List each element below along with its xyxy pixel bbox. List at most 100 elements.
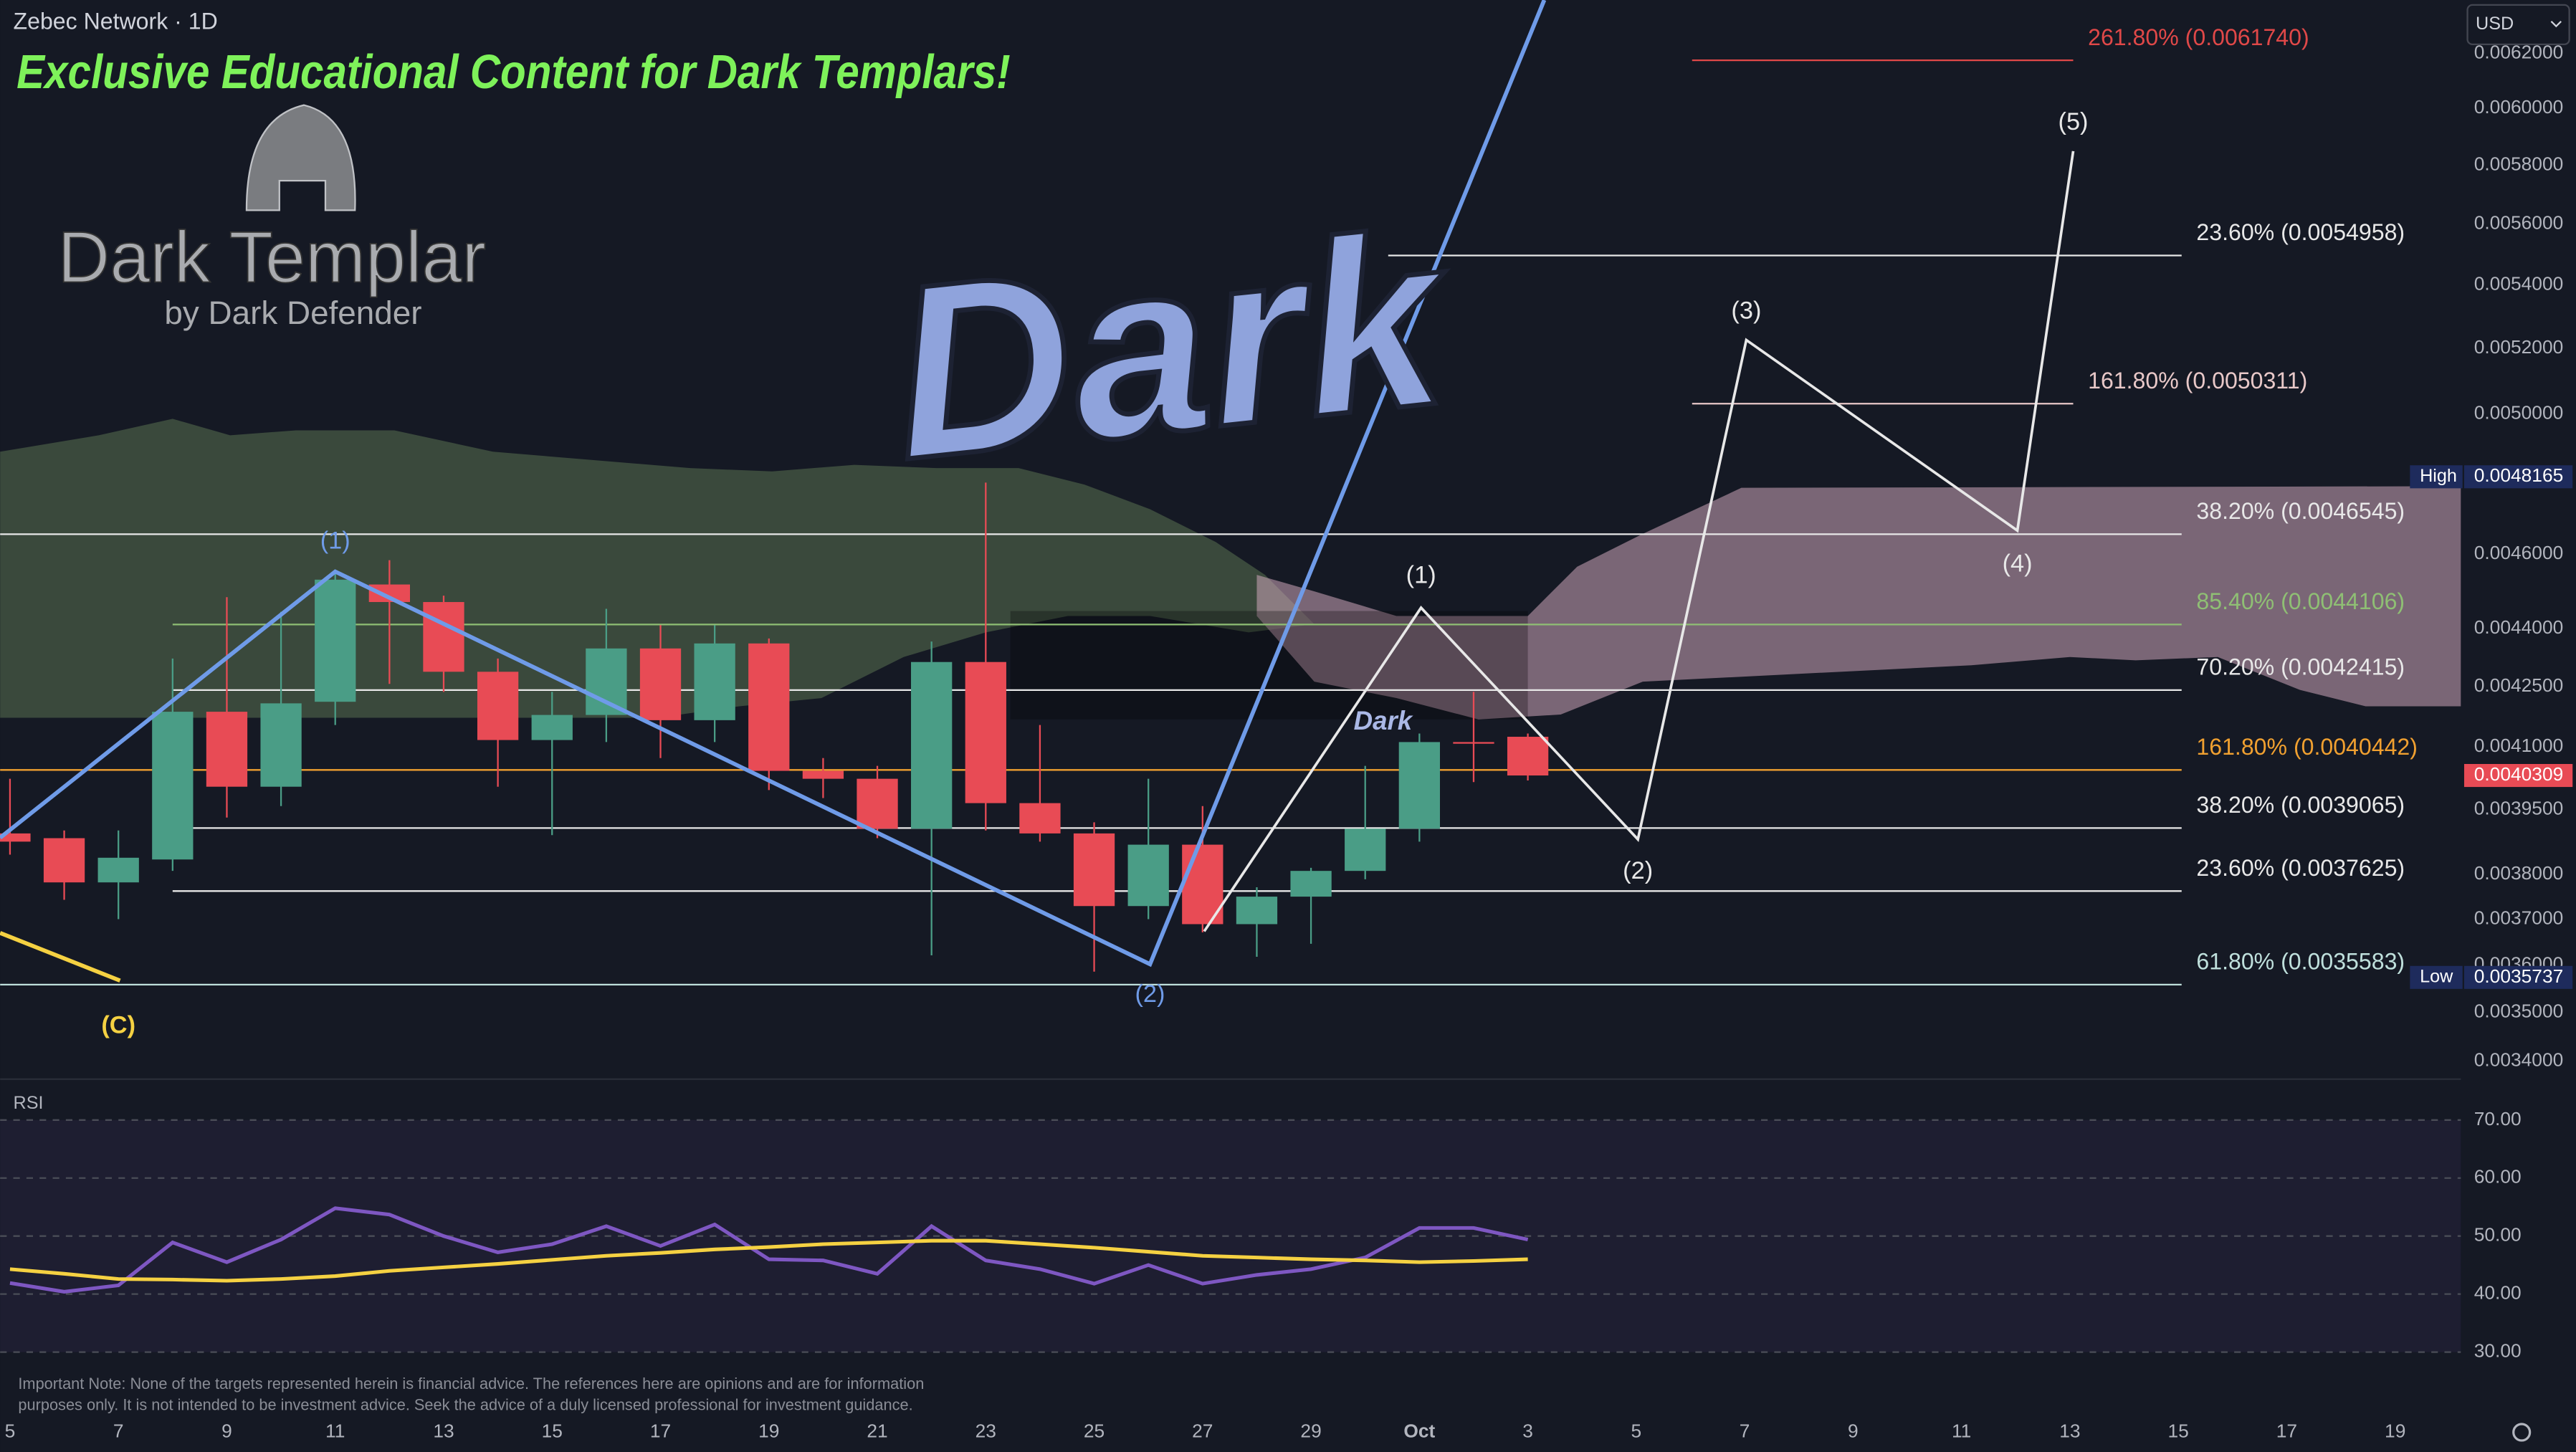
x-tick-label: 13 bbox=[433, 1420, 454, 1441]
candle-body bbox=[1182, 844, 1223, 925]
candle-layer bbox=[0, 482, 1549, 972]
x-tick-label: 3 bbox=[1522, 1420, 1533, 1441]
y-tick-label: 0.0060000 bbox=[2474, 96, 2564, 118]
wave-label: (1) bbox=[320, 527, 350, 554]
x-tick-label: 7 bbox=[1740, 1420, 1750, 1441]
candle-body bbox=[1073, 833, 1115, 907]
y-tick-label: 0.0052000 bbox=[2474, 336, 2564, 358]
candle-body bbox=[477, 672, 519, 740]
y-tick-label: 0.0035000 bbox=[2474, 1000, 2564, 1022]
price-badge bbox=[2463, 465, 2573, 489]
x-tick-label: 25 bbox=[1084, 1420, 1105, 1441]
banner: Exclusive Educational Content for Dark T… bbox=[16, 46, 1011, 99]
candle-body bbox=[586, 648, 627, 715]
wave-label: (2) bbox=[1135, 980, 1165, 1008]
y-tick-label: 0.0037000 bbox=[2474, 907, 2564, 928]
candle-body bbox=[1019, 803, 1061, 834]
fib-label: 261.80% (0.0061740) bbox=[2088, 24, 2309, 50]
x-tick-label: 23 bbox=[975, 1420, 996, 1441]
x-tick-label: 13 bbox=[2059, 1420, 2080, 1441]
branding: Exclusive Educational Content for Dark T… bbox=[16, 46, 1011, 331]
x-tick-label: 5 bbox=[1631, 1420, 1642, 1441]
currency[interactable]: USD bbox=[2476, 14, 2514, 34]
axis-layer: 70.0060.0050.0040.0030.000.00620000.0060… bbox=[5, 0, 2576, 1452]
y-tick-label: 40.00 bbox=[2474, 1282, 2522, 1304]
y-tick-label: 50.00 bbox=[2474, 1224, 2522, 1246]
x-tick-label: 11 bbox=[325, 1420, 345, 1441]
wave-line-white bbox=[1203, 151, 2075, 932]
fib-label: 61.80% (0.0035583) bbox=[2196, 949, 2405, 975]
price-badge-value: 0.0035737 bbox=[2474, 965, 2564, 987]
y-tick-label: 0.0039500 bbox=[2474, 797, 2564, 818]
x-tick-label: 17 bbox=[2276, 1420, 2297, 1441]
settings-icon[interactable] bbox=[2512, 1423, 2532, 1442]
wave-label: (2) bbox=[1623, 857, 1653, 884]
x-tick-label: 7 bbox=[113, 1420, 124, 1441]
x-tick-label: 9 bbox=[221, 1420, 232, 1441]
chevron[interactable] bbox=[2550, 20, 2562, 28]
candle-body bbox=[1453, 742, 1494, 744]
fib-label: 161.80% (0.0040442) bbox=[2196, 734, 2418, 760]
y-tick-label: 0.0044000 bbox=[2474, 616, 2564, 638]
price-badge-name-bg bbox=[2410, 465, 2463, 489]
y-tick-label: 0.0056000 bbox=[2474, 211, 2564, 233]
currency-select[interactable]: USD bbox=[2466, 4, 2570, 46]
rsi-line bbox=[9, 1238, 1528, 1283]
rsi-line bbox=[9, 1206, 1529, 1294]
candle-body bbox=[152, 712, 194, 860]
wave-line-yellow bbox=[0, 931, 121, 983]
fib-label: 85.40% (0.0044106) bbox=[2196, 588, 2405, 614]
x-tick-label: 11 bbox=[1952, 1420, 1971, 1441]
y-tick-label: 30.00 bbox=[2474, 1340, 2522, 1362]
y-tick-label: 0.0054000 bbox=[2474, 273, 2564, 295]
y-tick-label: 0.0042500 bbox=[2474, 674, 2564, 696]
candle-body bbox=[97, 857, 139, 883]
wave-label: (5) bbox=[2059, 108, 2089, 135]
shade bbox=[1010, 611, 1528, 720]
candle-body bbox=[802, 770, 844, 779]
label-layer: 261.80% (0.0061740) 23.60% (0.0054958) 161… bbox=[101, 24, 2418, 1039]
y-tick-label: 0.0041000 bbox=[2474, 735, 2564, 756]
price-badge-name-bg bbox=[2410, 965, 2463, 989]
candle-body bbox=[43, 838, 85, 883]
x-tick-label: Oct bbox=[1403, 1420, 1435, 1441]
wave-line-blue bbox=[0, 0, 1547, 968]
wave-label: (3) bbox=[1731, 297, 1761, 325]
candle-body bbox=[315, 579, 356, 702]
candle-body bbox=[694, 643, 735, 720]
logo-helmet bbox=[245, 104, 356, 211]
y-tick-label: 0.0050000 bbox=[2474, 402, 2564, 424]
logo-title: Dark Templar bbox=[57, 217, 486, 297]
watermark-small: Dark bbox=[1354, 706, 1413, 735]
x-tick-label: 27 bbox=[1192, 1420, 1213, 1441]
x-tick-label: 15 bbox=[2168, 1420, 2189, 1441]
x-tick-label: 9 bbox=[1848, 1420, 1859, 1441]
logo-subtitle: by Dark Defender bbox=[164, 295, 421, 331]
x-tick-label: 5 bbox=[5, 1420, 16, 1441]
currency-box[interactable] bbox=[2466, 4, 2570, 46]
price-axis-bg bbox=[2461, 0, 2576, 1452]
x-tick-label: 17 bbox=[650, 1420, 671, 1441]
candle-body bbox=[748, 643, 790, 771]
price-badge-name: High bbox=[2420, 466, 2457, 486]
x-tick-label: 15 bbox=[542, 1420, 563, 1441]
rsi-pane: RSI bbox=[0, 1093, 2461, 1353]
price-badge bbox=[2463, 763, 2573, 788]
symbol: Zebec Network · 1D bbox=[14, 9, 218, 34]
candle-body bbox=[965, 661, 1006, 803]
y-tick-label: 60.00 bbox=[2474, 1166, 2522, 1188]
x-tick-label: 19 bbox=[2385, 1420, 2405, 1441]
wave-label: (4) bbox=[2003, 550, 2033, 577]
price-badge-name: Low bbox=[2420, 966, 2453, 986]
fib-label: 23.60% (0.0037625) bbox=[2196, 855, 2405, 881]
rsi-title: RSI bbox=[14, 1093, 44, 1113]
candle-body bbox=[1398, 742, 1440, 829]
candle-body bbox=[1127, 844, 1169, 907]
candle-body bbox=[1507, 737, 1549, 776]
y-tick-label: 0.0038000 bbox=[2474, 862, 2564, 884]
wave-label: (C) bbox=[101, 1011, 135, 1038]
fib-label: 38.20% (0.0039065) bbox=[2196, 792, 2405, 818]
